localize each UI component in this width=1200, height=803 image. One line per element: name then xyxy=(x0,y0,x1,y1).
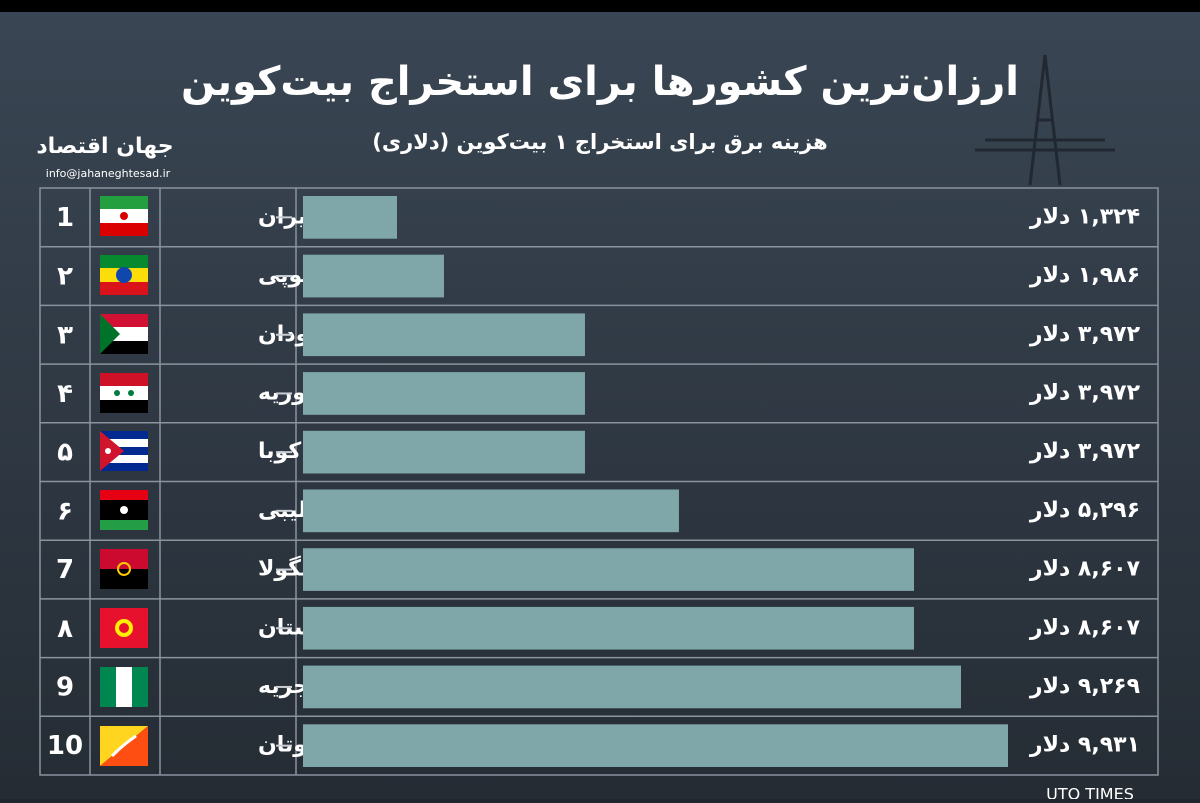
logo-email: info@jahaneghtesad.ir xyxy=(46,167,171,180)
logo-name: جهان اقتصاد xyxy=(36,134,173,159)
rank-label: 7 xyxy=(56,555,74,585)
rank-label: ۴ xyxy=(57,379,73,409)
flag-ethiopia xyxy=(100,255,148,295)
flag-nigeria xyxy=(100,667,148,707)
value-label: ۸,۶۰۷ دلار xyxy=(1029,615,1141,640)
bar xyxy=(303,489,679,533)
rank-label: ۶ xyxy=(57,496,73,526)
rank-label: ۳ xyxy=(57,320,73,350)
flag-angola xyxy=(100,549,148,589)
rank-label: ۲ xyxy=(57,262,73,292)
bar xyxy=(303,548,915,591)
bar xyxy=(303,254,444,298)
flag-libya xyxy=(100,490,148,530)
flag-syria xyxy=(100,373,148,413)
flag-iran xyxy=(100,196,148,236)
bar xyxy=(303,606,915,650)
flag-bhutan xyxy=(100,726,148,766)
value-label: ۱,۳۲۴ دلار xyxy=(1029,204,1140,229)
value-label: ۹,۹۳۱ دلار xyxy=(1029,733,1140,758)
rank-label: 1 xyxy=(56,203,74,233)
value-label: ۵,۲۹۶ دلار xyxy=(1029,498,1140,523)
bar xyxy=(303,724,1008,767)
rank-label: 9 xyxy=(56,672,74,702)
value-label: ۳,۹۷۲ دلار xyxy=(1029,322,1141,347)
pylon-decoration xyxy=(975,54,1115,186)
value-label: ۸,۶۰۷ دلار xyxy=(1029,557,1141,582)
rank-label: ۸ xyxy=(57,614,73,644)
flag-sudan xyxy=(100,314,148,354)
top-strip xyxy=(0,0,1200,12)
bar xyxy=(303,196,397,239)
bar xyxy=(303,313,585,357)
value-label: ۳,۹۷۲ دلار xyxy=(1029,380,1141,405)
rank-label: 10 xyxy=(47,731,83,761)
value-label: ۱,۹۸۶ دلار xyxy=(1029,263,1140,288)
watermark: UTO TIMES xyxy=(1046,785,1134,800)
rank-label: ۵ xyxy=(57,438,73,468)
flags xyxy=(100,196,148,766)
bar xyxy=(303,665,962,709)
chart-title: ارزان‌ترین کشورها برای استخراج بیت‌کوین xyxy=(181,59,1019,105)
chart-subtitle: هزینه برق برای استخراج ۱ بیت‌کوین (دلاری… xyxy=(372,130,827,155)
flag-kyrgyzstan xyxy=(100,608,148,648)
bar xyxy=(303,430,585,474)
value-label: ۳,۹۷۲ دلار xyxy=(1029,439,1141,464)
bar xyxy=(303,372,585,415)
value-label: ۹,۲۶۹ دلار xyxy=(1029,674,1140,699)
flag-cuba xyxy=(100,431,148,471)
